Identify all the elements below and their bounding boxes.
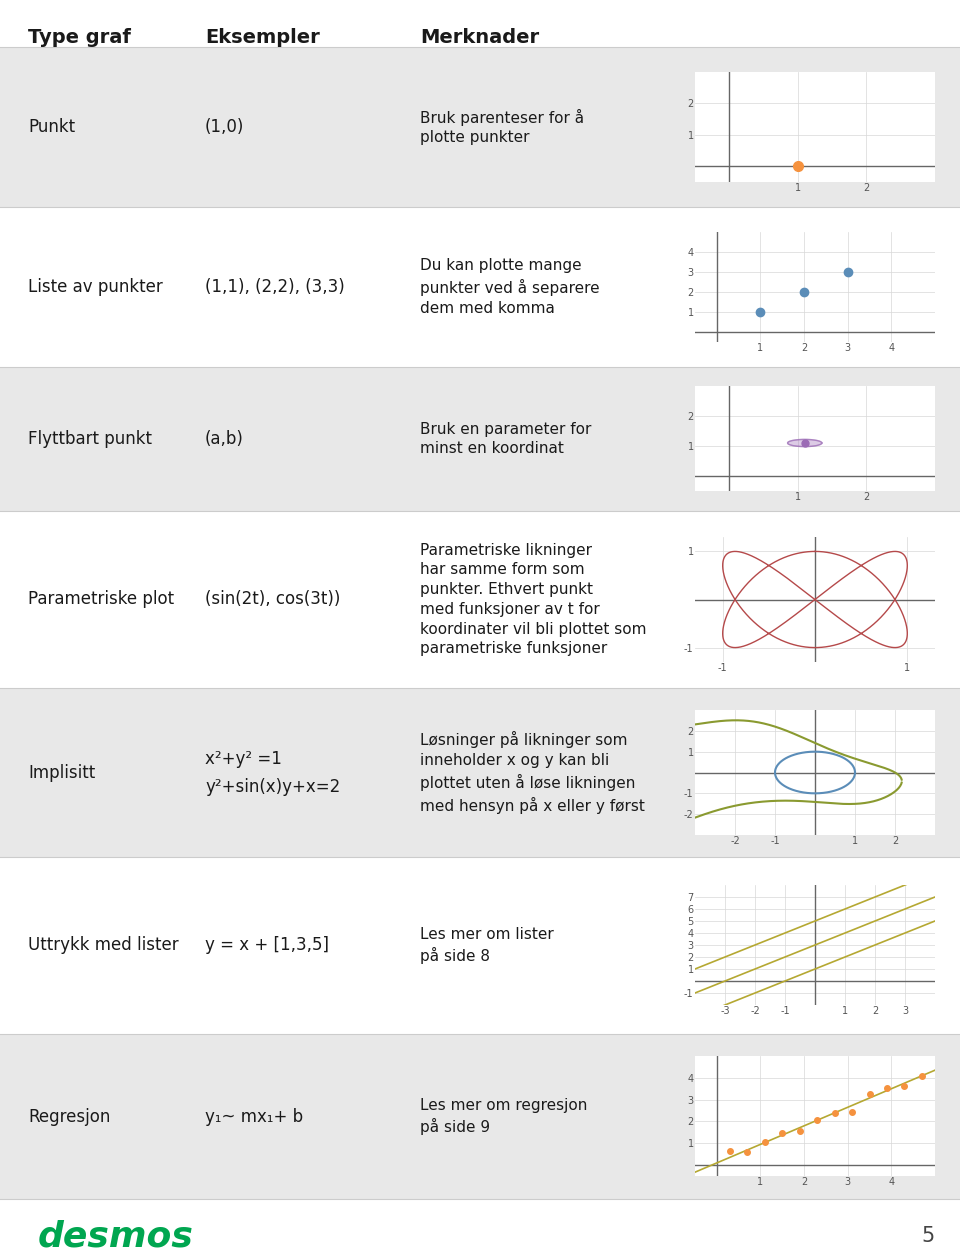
- Text: (1,0): (1,0): [205, 118, 245, 137]
- Text: Implisitt: Implisitt: [28, 763, 95, 782]
- Polygon shape: [787, 440, 822, 446]
- FancyBboxPatch shape: [0, 48, 960, 207]
- FancyBboxPatch shape: [0, 688, 960, 857]
- Text: Uttrykk med lister: Uttrykk med lister: [28, 936, 179, 955]
- Text: y²+sin(x)y+x=2: y²+sin(x)y+x=2: [205, 778, 340, 796]
- Text: Flyttbart punkt: Flyttbart punkt: [28, 430, 152, 449]
- Text: Parametriske plot: Parametriske plot: [28, 590, 174, 609]
- FancyBboxPatch shape: [0, 511, 960, 688]
- Text: Les mer om regresjon
på side 9: Les mer om regresjon på side 9: [420, 1098, 588, 1135]
- Text: Les mer om lister
på side 8: Les mer om lister på side 8: [420, 927, 554, 965]
- Text: (1,1), (2,2), (3,3): (1,1), (2,2), (3,3): [205, 278, 345, 296]
- Text: (sin(2t), cos(3t)): (sin(2t), cos(3t)): [205, 590, 341, 609]
- Text: Eksempler: Eksempler: [205, 28, 320, 48]
- Text: Punkt: Punkt: [28, 118, 75, 137]
- FancyBboxPatch shape: [0, 367, 960, 511]
- Text: Bruk parenteser for å
plotte punkter: Bruk parenteser for å plotte punkter: [420, 109, 584, 145]
- FancyBboxPatch shape: [0, 857, 960, 1034]
- Text: y₁~ mx₁+ b: y₁~ mx₁+ b: [205, 1108, 303, 1125]
- Text: Bruk en parameter for
minst en koordinat: Bruk en parameter for minst en koordinat: [420, 421, 591, 456]
- Text: Regresjon: Regresjon: [28, 1108, 110, 1125]
- Text: Type graf: Type graf: [28, 28, 131, 48]
- Text: Merknader: Merknader: [420, 28, 540, 48]
- Text: Du kan plotte mange
punkter ved å separere
dem med komma: Du kan plotte mange punkter ved å separe…: [420, 258, 600, 316]
- FancyBboxPatch shape: [0, 1034, 960, 1199]
- Text: Løsninger på likninger som
inneholder x og y kan bli
plottet uten å løse likning: Løsninger på likninger som inneholder x …: [420, 732, 645, 813]
- Text: 5: 5: [922, 1227, 935, 1247]
- Text: (a,b): (a,b): [205, 430, 244, 449]
- Text: y = x + [1,3,5]: y = x + [1,3,5]: [205, 936, 329, 955]
- Text: x²+y² =1: x²+y² =1: [205, 749, 282, 768]
- Text: Parametriske likninger
har samme form som
punkter. Ethvert punkt
med funksjoner : Parametriske likninger har samme form so…: [420, 543, 646, 657]
- Text: desmos: desmos: [38, 1219, 194, 1253]
- Text: Liste av punkter: Liste av punkter: [28, 278, 163, 296]
- FancyBboxPatch shape: [0, 207, 960, 367]
